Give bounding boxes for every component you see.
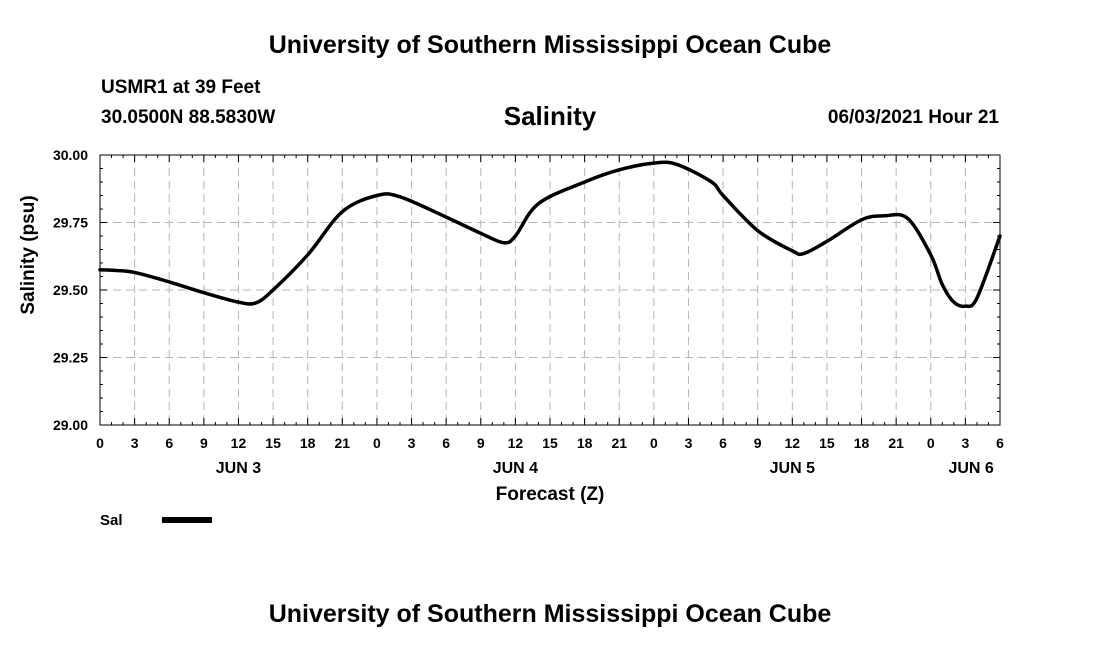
x-tick-label: 21 (335, 435, 351, 451)
y-tick-label: 29.25 (53, 350, 88, 366)
x-tick-label: 12 (785, 435, 801, 451)
grid-lines (100, 155, 1000, 425)
coordinates-label: 30.0500N 88.5830W (101, 107, 276, 128)
y-axis-label: Salinity (psu) (18, 195, 39, 314)
x-tick-label: 0 (96, 435, 104, 451)
x-tick-label: 3 (131, 435, 139, 451)
x-tick-label: 9 (200, 435, 208, 451)
legend-label: Sal (100, 512, 123, 529)
x-tick-label: 0 (927, 435, 935, 451)
x-tick-label: 18 (854, 435, 870, 451)
x-day-label: JUN 4 (493, 460, 538, 477)
x-tick-label: 6 (165, 435, 173, 451)
x-tick-label: 6 (996, 435, 1004, 451)
x-day-label: JUN 6 (948, 460, 993, 477)
x-tick-label: 21 (888, 435, 904, 451)
station-label: USMR1 at 39 Feet (101, 77, 261, 98)
x-tick-label: 0 (373, 435, 381, 451)
x-tick-label: 15 (542, 435, 558, 451)
x-tick-label: 6 (719, 435, 727, 451)
variable-title: Salinity (503, 101, 597, 131)
forecast-datetime: 06/03/2021 Hour 21 (827, 107, 999, 128)
y-tick-label: 30.00 (53, 147, 88, 163)
x-tick-label: 18 (300, 435, 316, 451)
x-tick-label: 18 (577, 435, 593, 451)
x-tick-label: 9 (477, 435, 485, 451)
chart-title: University of Southern Mississippi Ocean… (268, 31, 832, 59)
x-tick-label: 15 (265, 435, 281, 451)
y-tick-label: 29.50 (53, 282, 88, 298)
x-day-label: JUN 5 (770, 460, 815, 477)
x-tick-label: 9 (754, 435, 762, 451)
salinity-series-line (98, 160, 1002, 309)
x-tick-label: 21 (611, 435, 627, 451)
x-tick-label: 6 (442, 435, 450, 451)
x-tick-label: 0 (650, 435, 658, 451)
x-tick-label: 3 (408, 435, 416, 451)
axis-labels: 0 3 6 9 12 15 18 21 0 3 6 9 12 15 18 21 0 3 6 9 12 15 18 21 0 3 6J… (53, 147, 1004, 477)
x-tick-label: 3 (685, 435, 693, 451)
x-tick-label: 3 (961, 435, 969, 451)
x-day-label: JUN 3 (216, 460, 261, 477)
y-tick-label: 29.75 (53, 215, 88, 231)
footer-title: University of Southern Mississippi Ocean… (268, 600, 832, 628)
x-tick-label: 12 (508, 435, 524, 451)
x-axis-label: Forecast (Z) (496, 484, 605, 505)
x-tick-label: 15 (819, 435, 835, 451)
y-tick-label: 29.00 (53, 417, 88, 433)
x-tick-label: 12 (231, 435, 247, 451)
plot-frame (99, 154, 1001, 426)
